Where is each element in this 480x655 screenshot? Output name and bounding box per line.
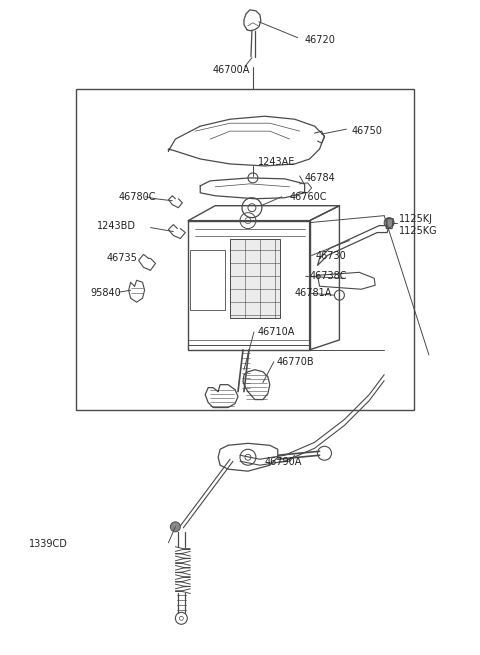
Text: 46781A: 46781A [295,288,332,298]
Text: 46710A: 46710A [258,327,295,337]
Text: 1339CD: 1339CD [29,539,68,549]
Circle shape [384,217,394,227]
Text: 1125KJ: 1125KJ [399,214,433,223]
Bar [190,250,225,310]
Text: 46760C: 46760C [290,192,327,202]
Bar [230,238,280,318]
Text: 46730: 46730 [315,252,346,261]
Text: 1243AE: 1243AE [258,157,295,167]
Text: 46700A: 46700A [212,64,250,75]
Text: 46738C: 46738C [310,271,347,281]
Text: 46735: 46735 [107,253,138,263]
Bar [76,89,414,409]
Text: 95840: 95840 [91,288,121,298]
Text: 46720: 46720 [305,35,336,45]
Text: 46780C: 46780C [119,192,156,202]
Text: 46784: 46784 [305,173,336,183]
Text: 1243BD: 1243BD [97,221,136,231]
Text: 46770B: 46770B [277,357,314,367]
Text: 1125KG: 1125KG [399,225,438,236]
Text: 46790A: 46790A [265,457,302,467]
Circle shape [170,522,180,532]
Text: 46750: 46750 [351,126,382,136]
